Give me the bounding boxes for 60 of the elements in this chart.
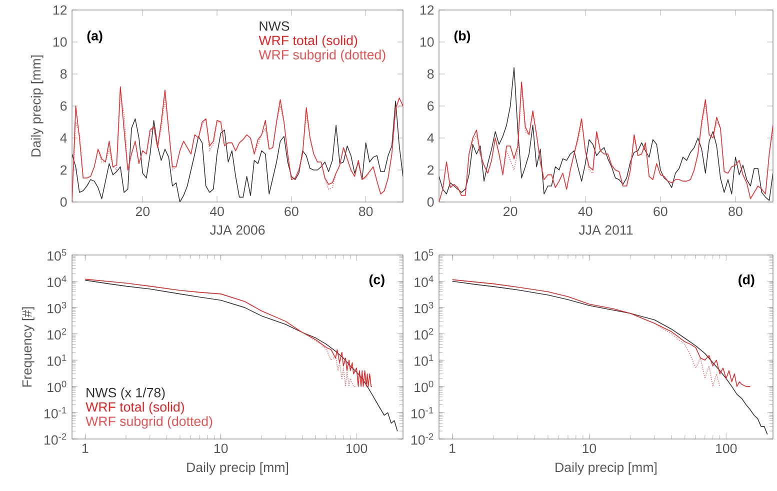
y-tick-label: 10$^{2}$	[414, 328, 434, 340]
y-tick-label: 10$^{0}$	[414, 380, 434, 392]
y-tick-label: 10	[53, 37, 67, 47]
x-tick-label: 100	[716, 444, 737, 454]
y-tick-label: 10$^{-2}$	[44, 433, 66, 445]
x-tick-label: 1	[82, 444, 88, 453]
text: WRF subgrid (dotted)	[86, 416, 212, 429]
y-tick-label: 12	[53, 5, 67, 15]
y-tick-label: 10$^{-1}$	[412, 407, 434, 418]
y-tick-label: 10$^{5}$	[48, 249, 66, 261]
x-axis-title: Daily precip [mm]	[187, 462, 288, 475]
y-tick-label: 0	[60, 197, 67, 207]
y-tick-label: 10$^{2}$	[48, 328, 66, 340]
annotation: (c)	[369, 274, 384, 287]
y-axis-title: Frequency [#]	[22, 307, 34, 387]
text: WRF total (solid)	[258, 35, 358, 48]
y-tick-label: 6	[428, 101, 434, 111]
y-tick-label: 10$^{0}$	[48, 380, 66, 392]
text: NWS	[260, 21, 290, 31]
x-axis-title: Daily precip [mm]	[556, 462, 657, 475]
y-tick-label: 10$^{-1}$	[44, 407, 66, 418]
x-axis-title: JJA 2011	[578, 225, 633, 235]
x-tick-label: 40	[210, 206, 224, 216]
y-tick-label: 2	[428, 165, 434, 175]
y-tick-label: 10$^{-2}$	[412, 433, 434, 445]
y-tick-label: 10$^{3}$	[414, 302, 434, 314]
y-tick-label: 10$^{4}$	[48, 276, 66, 287]
y-tick-label: 2	[60, 165, 67, 175]
annotation: (a)	[87, 30, 102, 44]
annotation: (b)	[454, 30, 470, 44]
x-tick-label: 10	[214, 444, 228, 454]
y-tick-label: 0	[427, 197, 434, 207]
x-tick-label: 1	[450, 444, 456, 453]
y-tick-label: 10$^{1}$	[414, 354, 434, 366]
y-tick-label: 8	[427, 69, 434, 79]
x-axis-title: JJA 2006	[210, 225, 265, 235]
text: NWS (x 1/78)	[86, 388, 165, 400]
y-tick-label: 10$^{3}$	[48, 302, 66, 314]
y-tick-label: 10$^{5}$	[414, 249, 434, 261]
x-tick-label: 80	[728, 206, 742, 216]
annotation: (d)	[738, 274, 754, 287]
y-tick-label: 6	[60, 101, 67, 111]
y-tick-label: 8	[60, 69, 67, 79]
x-tick-label: 20	[136, 206, 150, 216]
text: WRF subgrid (dotted)	[258, 50, 386, 62]
x-tick-label: 100	[346, 444, 368, 454]
y-axis-title: Daily precip [mm]	[30, 55, 44, 156]
y-tick-label: 4	[60, 133, 67, 143]
x-tick-label: 80	[358, 206, 373, 216]
x-tick-label: 10	[582, 444, 596, 454]
y-tick-label: 10$^{1}$	[48, 354, 66, 366]
y-tick-label: 12	[420, 5, 434, 15]
y-tick-label: 10$^{4}$	[414, 276, 434, 287]
x-tick-label: 60	[654, 206, 668, 216]
y-tick-label: 4	[427, 133, 434, 143]
x-tick-label: 60	[284, 206, 298, 216]
text: WRF total (solid)	[86, 402, 184, 414]
y-tick-label: 10	[420, 37, 434, 47]
x-tick-label: 40	[578, 206, 592, 216]
x-tick-label: 20	[504, 206, 518, 216]
